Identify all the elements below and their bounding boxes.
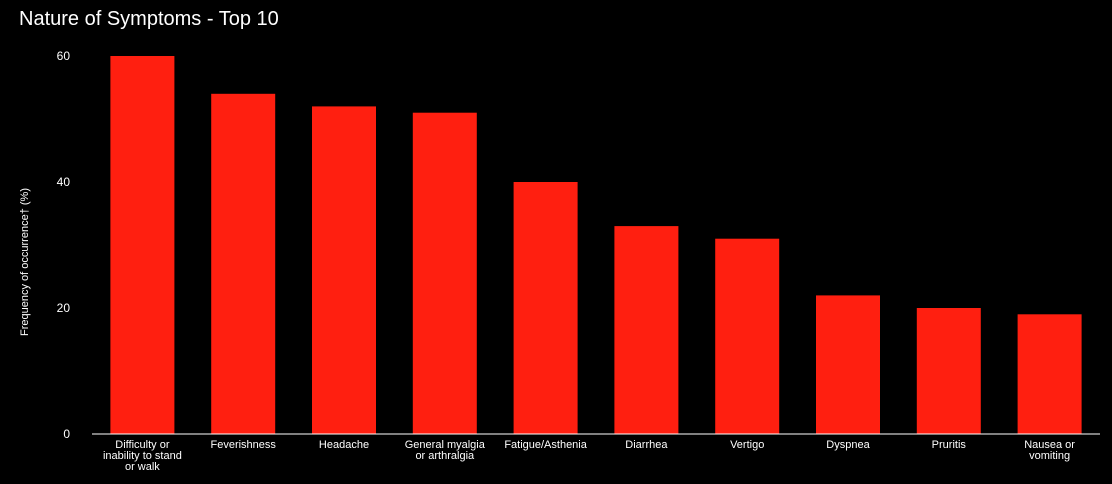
chart-title: Nature of Symptoms - Top 10 [19,8,279,30]
x-tick-label: Pruritis [932,439,967,451]
y-tick-label: 20 [57,301,71,315]
x-tick-label: Headache [319,439,369,451]
bar [916,308,981,434]
bar [715,238,780,434]
x-tick-label-line: Fatigue/Asthenia [504,439,587,451]
x-tick-label-line: or arthralgia [415,450,475,462]
x-tick-label-line: or walk [125,461,160,473]
x-tick-label-line: Nausea or [1024,439,1075,451]
x-tick-label: Vertigo [730,439,764,451]
x-tick-label: Feverishness [210,439,276,451]
bar [110,56,175,434]
x-tick-label: Diarrhea [625,439,668,451]
x-tick-label: Difficulty or inability to stand or walk [103,439,182,473]
bar [1017,314,1082,434]
x-tick-label-line: Diarrhea [625,439,668,451]
y-tick-label: 60 [57,49,71,63]
x-tick-label-line: vomiting [1029,450,1070,462]
bar [816,295,880,434]
x-tick-label-line: General myalgia [405,439,486,451]
bar [614,226,679,434]
y-axis-ticks: 0 20 40 60 [57,49,71,441]
bar [312,106,376,435]
x-tick-label-line: Headache [319,439,369,451]
x-tick-label-line: inability to stand [103,450,182,462]
x-tick-label: Dyspnea [826,439,870,451]
y-axis-label: Frequency of occurrence† (%) [19,188,31,336]
x-tick-label-line: Dyspnea [826,439,870,451]
x-tick-label-line: Pruritis [932,439,967,451]
x-tick-label: Nausea or vomiting [1024,439,1075,462]
x-tick-label: General myalgia or arthralgia [405,439,486,462]
x-tick-label-line: Vertigo [730,439,764,451]
bar [513,182,578,434]
bar [412,112,477,434]
x-tick-label-line: Difficulty or [115,439,170,451]
x-axis-labels: Difficulty or inability to stand or walk Fe… [103,439,1075,473]
bars [110,56,1082,435]
y-tick-label: 40 [57,175,71,189]
bar [211,93,276,435]
y-tick-label: 0 [63,427,70,441]
x-tick-label: Fatigue/Asthenia [504,439,587,451]
x-tick-label-line: Feverishness [210,439,276,451]
